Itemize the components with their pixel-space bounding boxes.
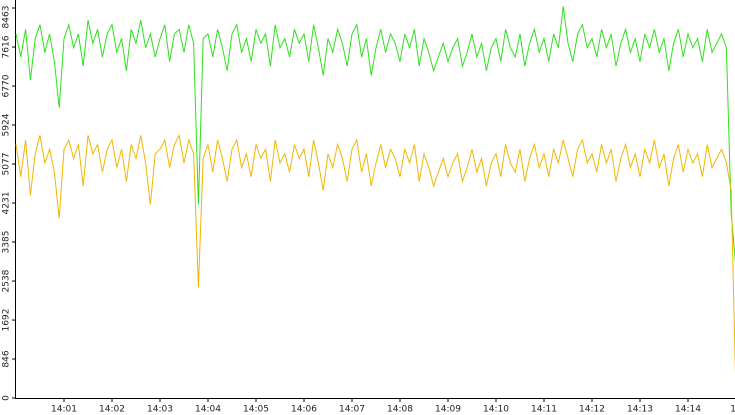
y-tick-label: 7616 xyxy=(2,35,12,58)
y-tick-label: 3385 xyxy=(2,231,12,254)
x-tick-label: 14:01 xyxy=(51,405,77,415)
y-tick-label: 6770 xyxy=(2,74,12,97)
y-tick-label: 8463 xyxy=(2,6,12,29)
x-tick-label: 14:03 xyxy=(147,405,173,415)
x-tick-label: 14:13 xyxy=(627,405,653,415)
x-tick-label: 14:08 xyxy=(387,405,413,415)
series-line xyxy=(15,6,735,264)
x-tick-label: 14:04 xyxy=(195,405,221,415)
x-tick-label: 14:10 xyxy=(483,405,509,415)
y-tick-label: 4231 xyxy=(2,192,12,215)
x-tick-label: 14:06 xyxy=(291,405,317,415)
y-tick-label: 5077 xyxy=(2,153,12,176)
x-tick-label: 14:02 xyxy=(99,405,125,415)
y-tick-label: 0 xyxy=(2,395,12,401)
x-tick-label: 14:12 xyxy=(579,405,605,415)
y-tick-label: 846 xyxy=(2,350,12,367)
y-tick-label: 1692 xyxy=(2,309,12,332)
x-tick-label: 14:11 xyxy=(531,405,557,415)
x-tick-label: 14 xyxy=(730,405,735,415)
series-line xyxy=(15,133,735,377)
y-tick-label: 2538 xyxy=(2,269,12,292)
x-tick-label: 14:07 xyxy=(339,405,365,415)
x-tick-label: 14:14 xyxy=(675,405,701,415)
x-tick-label: 14:09 xyxy=(435,405,461,415)
y-tick-label: 5924 xyxy=(2,113,12,136)
x-tick-label: 14:05 xyxy=(243,405,269,415)
